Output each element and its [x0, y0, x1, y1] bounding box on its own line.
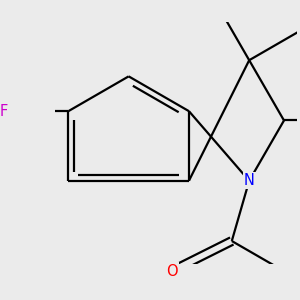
- Text: O: O: [166, 264, 177, 279]
- Text: F: F: [0, 104, 8, 119]
- Text: N: N: [244, 173, 255, 188]
